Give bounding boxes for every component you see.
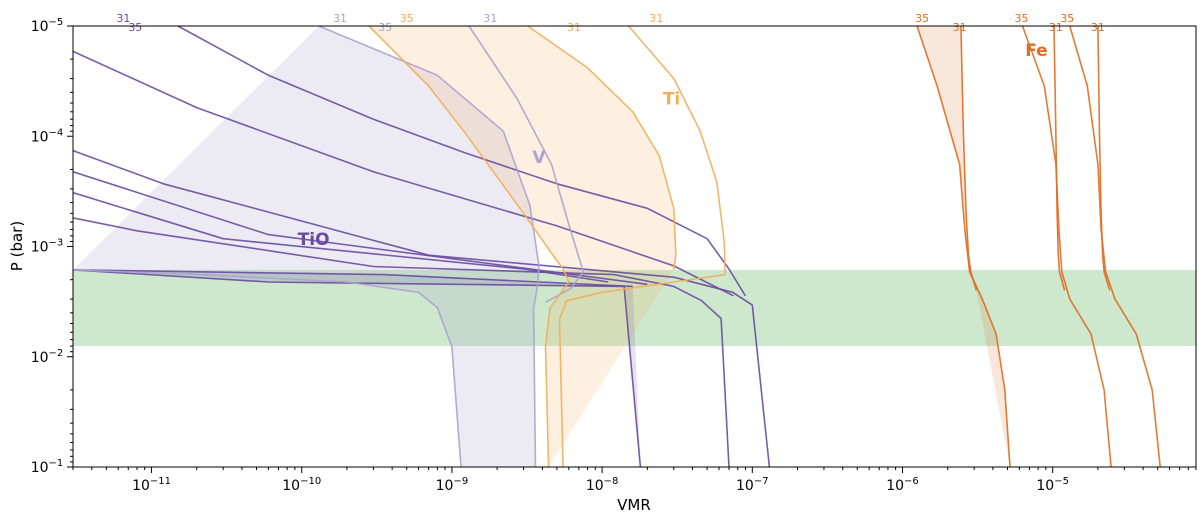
y-tick-label: 10−3	[31, 238, 64, 256]
tio-curve-5	[73, 217, 730, 467]
fe-curve-4	[1053, 26, 1066, 291]
fe-top-label: 35	[915, 12, 929, 25]
species-label-fe: Fe	[1025, 41, 1047, 61]
tio-curve-6	[73, 149, 771, 467]
ti-top-label: 31	[649, 12, 663, 25]
fe-curve-5	[1069, 26, 1161, 467]
ti-curve-2	[527, 26, 677, 271]
v-curve-3	[468, 26, 585, 303]
y-axis-ticks: 10−5 10−4 10−3 10−2 10−1	[31, 17, 73, 476]
v-curve-2	[318, 26, 540, 467]
y-axis-label: P (bar)	[8, 221, 26, 271]
species-label-ti: Ti	[663, 89, 680, 109]
species-label-tio: TiO	[298, 230, 330, 250]
y-tick-label: 10−1	[31, 458, 64, 476]
species-label-v: V	[532, 148, 546, 168]
tio-curve-1	[73, 269, 642, 467]
ti-top-label: 31	[567, 21, 581, 34]
y-tick-label: 10−4	[31, 127, 64, 145]
fe-top-label: 31	[953, 21, 967, 34]
x-tick-label: 10−7	[736, 476, 769, 494]
ti-curve-4	[558, 273, 726, 467]
tio-top-label: 31	[116, 12, 130, 25]
y-tick-label: 10−2	[31, 348, 64, 366]
v-top-label: 31	[483, 12, 497, 25]
tio-curve-4	[73, 171, 648, 286]
v-curve-1	[73, 269, 462, 467]
ti-curve-1	[368, 26, 570, 467]
fe-curve-3	[1021, 26, 1112, 467]
fe-top-label: 31	[1049, 21, 1063, 34]
x-axis-label: VMR	[617, 496, 651, 514]
x-tick-label: 10−8	[586, 476, 619, 494]
x-axis-ticks: 10−11 10−10 10−9 10−8 10−7 10−6 10−5	[72, 467, 1197, 494]
fe-curve-1	[916, 26, 1011, 467]
fe-curve-2	[960, 26, 978, 291]
y-tick-label: 10−5	[31, 17, 64, 35]
fe-top-label: 35	[1060, 12, 1074, 25]
tio-curve-8	[73, 50, 734, 297]
x-tick-label: 10−6	[886, 476, 919, 494]
tio-curve-2	[73, 269, 633, 288]
v-top-label: 31	[333, 12, 347, 25]
ti-top-label: 35	[400, 12, 414, 25]
fe-top-label: 35	[1014, 12, 1028, 25]
fe-top-label: 31	[1091, 21, 1105, 34]
x-tick-label: 10−10	[282, 476, 321, 494]
ti-curve-3	[627, 26, 726, 275]
x-tick-label: 10−9	[436, 476, 469, 494]
fe-curve-6	[1097, 26, 1111, 291]
v-top-label: 35	[378, 21, 392, 34]
x-tick-label: 10−11	[132, 476, 171, 494]
species-curves	[73, 26, 1161, 467]
x-tick-label: 10−5	[1036, 476, 1069, 494]
ti-shaded-region	[368, 26, 676, 467]
species-labels: TiO V Ti Fe	[298, 41, 1048, 250]
tio-top-label: 35	[128, 21, 142, 34]
